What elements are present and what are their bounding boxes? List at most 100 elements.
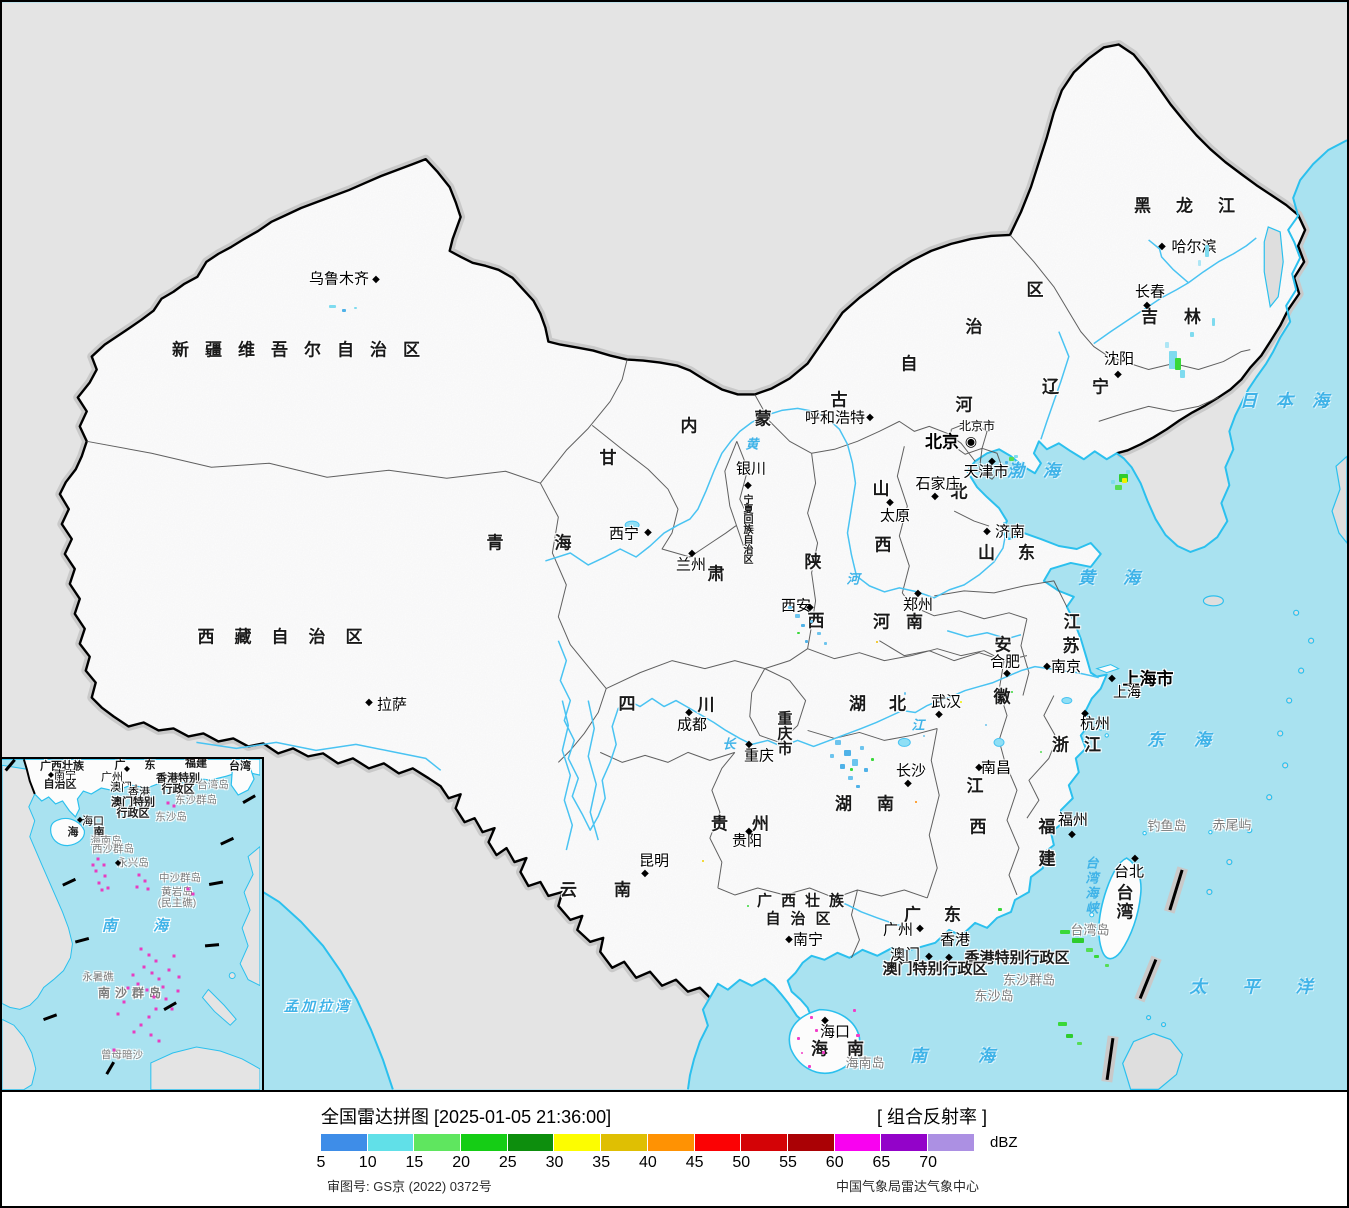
island-dot <box>176 989 180 993</box>
sea-label: 渤 海 <box>1007 461 1067 481</box>
sea-label: 太平洋 <box>1189 977 1347 997</box>
city-label: 南宁 <box>792 931 824 949</box>
inset-island-label: 台湾岛 <box>197 778 229 791</box>
scale-segment <box>927 1134 974 1151</box>
sea-label: 黄海 <box>1078 568 1168 588</box>
city-marker-icon: ◆ <box>975 762 983 773</box>
city-label: 石家庄 <box>915 475 961 493</box>
color-scale-bar <box>321 1134 975 1151</box>
province-label: 建 <box>1038 849 1056 869</box>
radar-echo <box>747 905 749 907</box>
inset-island-label: 海南岛 <box>90 834 122 847</box>
inset-island-label: 永兴岛 <box>117 856 149 869</box>
island-dot <box>106 886 110 890</box>
radar-echo <box>797 1037 800 1040</box>
radar-echo <box>1180 370 1185 378</box>
island-dot <box>147 1015 151 1019</box>
city-marker-icon: ◆ <box>644 527 652 538</box>
inset-province-label: 行政区 <box>116 807 150 820</box>
scale-segment <box>834 1134 881 1151</box>
radar-echo <box>1011 691 1013 693</box>
radar-echo <box>960 701 962 703</box>
inset-province-label: 台湾 <box>229 760 251 773</box>
province-label: 台 <box>1116 883 1134 903</box>
city-marker-icon: ◆ <box>123 764 131 773</box>
scale-tick-label: 60 <box>825 1154 844 1171</box>
province-label: 宁夏回族自治区 <box>741 494 752 564</box>
radar-echo <box>824 642 827 645</box>
city-marker-icon: ◆ <box>1003 668 1011 679</box>
radar-echo <box>904 692 906 695</box>
island-dot <box>139 947 143 951</box>
island-dot <box>142 965 146 969</box>
island-dot <box>172 804 176 808</box>
radar-echo <box>810 620 813 623</box>
sea-label: 日本海 <box>1240 391 1347 411</box>
province-label: 蒙 <box>754 409 772 429</box>
scale-tick-label: 10 <box>358 1154 377 1171</box>
city-label: 北京 <box>925 432 959 452</box>
city-marker-icon: ◆ <box>688 548 696 559</box>
hainan-island <box>788 1008 861 1075</box>
province-label: 福 <box>1038 817 1056 837</box>
inset-city-label: 香港 <box>128 786 150 799</box>
scale-segment <box>647 1134 694 1151</box>
city-marker-icon: ◆ <box>916 923 924 934</box>
city-marker-icon: ◆ <box>1131 853 1139 864</box>
radar-echo <box>998 908 1002 911</box>
city-marker-icon: ◆ <box>685 707 693 718</box>
island-label: 台湾岛 <box>1070 922 1110 938</box>
sea-label: 东海 <box>1147 730 1241 750</box>
radar-echo <box>1111 480 1115 484</box>
province-label: 内 <box>680 416 698 436</box>
radar-echo <box>1175 358 1181 370</box>
radar-echo <box>817 632 821 635</box>
radar-echo <box>840 764 845 769</box>
sea-label: 黄 <box>745 436 759 452</box>
inset-island-label: (民主礁) <box>157 896 197 909</box>
island-dot <box>152 995 156 999</box>
island-dot <box>96 857 100 861</box>
island-label: 赤尾屿 <box>1212 817 1252 833</box>
province-label: 自 <box>900 354 918 374</box>
radar-echo <box>915 801 917 803</box>
province-label: 湾 <box>1116 902 1134 922</box>
province-label: 西 <box>874 535 892 555</box>
city-marker-icon: ◆ <box>1143 300 1151 311</box>
city-label: 上海市 <box>1122 669 1174 689</box>
province-label: 四 <box>618 694 636 714</box>
inset-city-label: 澳门 <box>110 781 132 794</box>
scale-tick-label: 25 <box>498 1154 517 1171</box>
inset-province-label: 自治区 <box>43 778 77 791</box>
city-marker-icon: ◆ <box>988 456 996 467</box>
island-dot <box>150 971 154 975</box>
island-dot <box>145 988 149 992</box>
city-label: 贵阳 <box>731 832 763 850</box>
radar-echo <box>1066 1034 1073 1038</box>
city-label: 杭州 <box>1079 715 1111 733</box>
radar-echo <box>856 785 860 788</box>
city-marker-icon: ◆ <box>114 858 122 867</box>
city-marker-icon: ◆ <box>1158 241 1166 252</box>
south-china-sea-inset: 广西壮族 自治区广 东福建 台湾 南宁 广州 香港特别 行政区 澳门 香港 澳门特别 行政区 东沙群岛… <box>2 757 264 1090</box>
city-label: 合肥 <box>989 653 1021 671</box>
radar-echo <box>1165 342 1169 348</box>
province-label: 湖南 <box>835 794 919 814</box>
island-dot <box>137 873 141 877</box>
city-label: 西安 <box>780 597 812 615</box>
city-marker-icon: ◆ <box>365 697 373 708</box>
island-dot <box>167 968 171 972</box>
city-label: 北京市 <box>958 419 996 433</box>
island-dot <box>177 975 181 979</box>
city-marker-icon: ◆ <box>983 526 991 537</box>
inset-province-label: 福建 <box>185 757 207 770</box>
city-label: 海口 <box>819 1023 851 1041</box>
city-label: 台北 <box>1113 863 1145 881</box>
island-dot <box>147 953 151 957</box>
province-label: 海 <box>554 533 572 553</box>
radar-echo <box>864 768 868 772</box>
radar-echo <box>1126 470 1130 474</box>
scale-tick-label: 50 <box>732 1154 751 1171</box>
radar-echo <box>985 724 987 726</box>
